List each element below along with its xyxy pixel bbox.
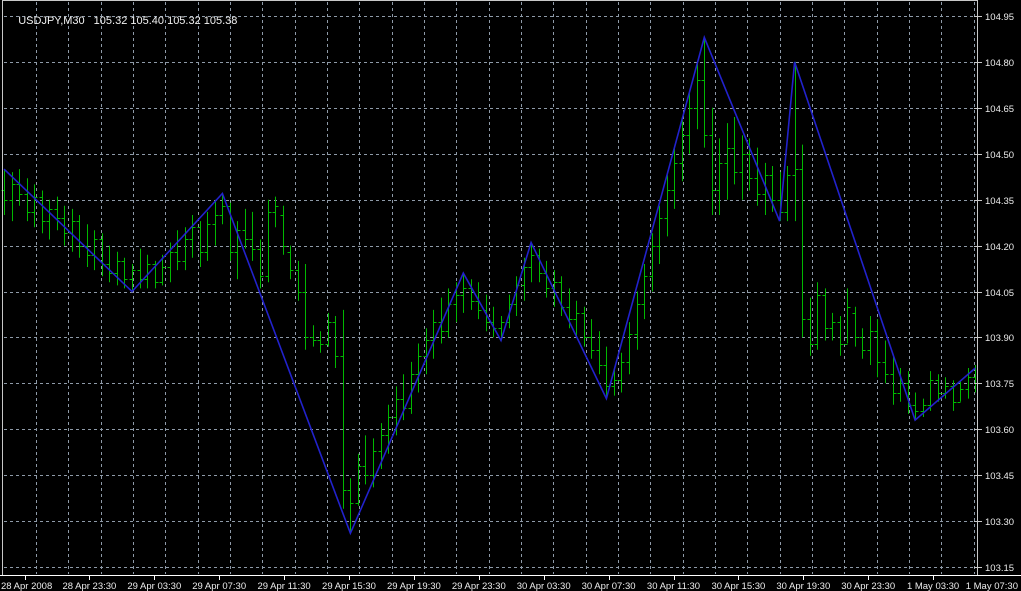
time-axis-label: 1 May 07:30 xyxy=(966,581,1018,591)
price-axis[interactable]: 104.95 104.80 104.65 104.50 104.35 104.20 104.… xyxy=(974,12,1014,574)
time-axis-label: 29 Apr 07:30 xyxy=(192,581,246,591)
symbol-period-label: USDJPY,M30 xyxy=(18,15,85,27)
time-axis-label: 30 Apr 07:30 xyxy=(582,581,636,591)
time-axis-label: 30 Apr 19:30 xyxy=(776,581,830,591)
time-axis-label: 29 Apr 19:30 xyxy=(387,581,441,591)
chart-frame xyxy=(0,0,1021,576)
price-axis-label: 103.30 xyxy=(985,517,1014,528)
price-axis-label: 103.90 xyxy=(985,333,1014,344)
time-axis[interactable]: 28 Apr 2008 28 Apr 23:30 29 Apr 03:30 29 Ap… xyxy=(1,575,1018,591)
price-axis-label: 103.15 xyxy=(985,563,1014,574)
price-axis-label: 103.60 xyxy=(985,425,1014,436)
chart-symbol-label: USDJPY,M30 105.32 105.40 105.32 105.38 xyxy=(6,3,237,39)
time-axis-label: 28 Apr 23:30 xyxy=(62,581,116,591)
price-axis-label: 103.75 xyxy=(985,379,1014,390)
time-axis-label: 28 Apr 2008 xyxy=(1,581,52,591)
ohlc-bars xyxy=(1,37,979,534)
price-axis-label: 104.65 xyxy=(985,104,1014,115)
price-axis-label: 104.35 xyxy=(985,196,1014,207)
ohlc-quote-label: 105.32 105.40 105.32 105.38 xyxy=(93,15,238,27)
time-axis-label: 1 May 03:30 xyxy=(907,581,959,591)
time-axis-label: 30 Apr 11:30 xyxy=(647,581,700,591)
price-axis-label: 104.50 xyxy=(985,150,1014,161)
price-axis-label: 104.95 xyxy=(985,12,1014,23)
time-axis-label: 30 Apr 23:30 xyxy=(841,581,895,591)
time-axis-label: 29 Apr 15:30 xyxy=(322,581,376,591)
time-axis-label: 29 Apr 03:30 xyxy=(127,581,181,591)
time-axis-label: 30 Apr 15:30 xyxy=(711,581,765,591)
time-axis-label: 29 Apr 23:30 xyxy=(452,581,506,591)
time-axis-label: 29 Apr 11:30 xyxy=(258,581,311,591)
price-axis-label: 104.20 xyxy=(985,242,1014,253)
price-axis-label: 103.45 xyxy=(985,471,1014,482)
price-axis-label: 104.80 xyxy=(985,58,1014,69)
grid-lines xyxy=(4,2,976,574)
price-axis-label: 104.05 xyxy=(985,288,1014,299)
time-axis-label: 30 Apr 03:30 xyxy=(517,581,571,591)
zigzag-line xyxy=(3,34,976,536)
